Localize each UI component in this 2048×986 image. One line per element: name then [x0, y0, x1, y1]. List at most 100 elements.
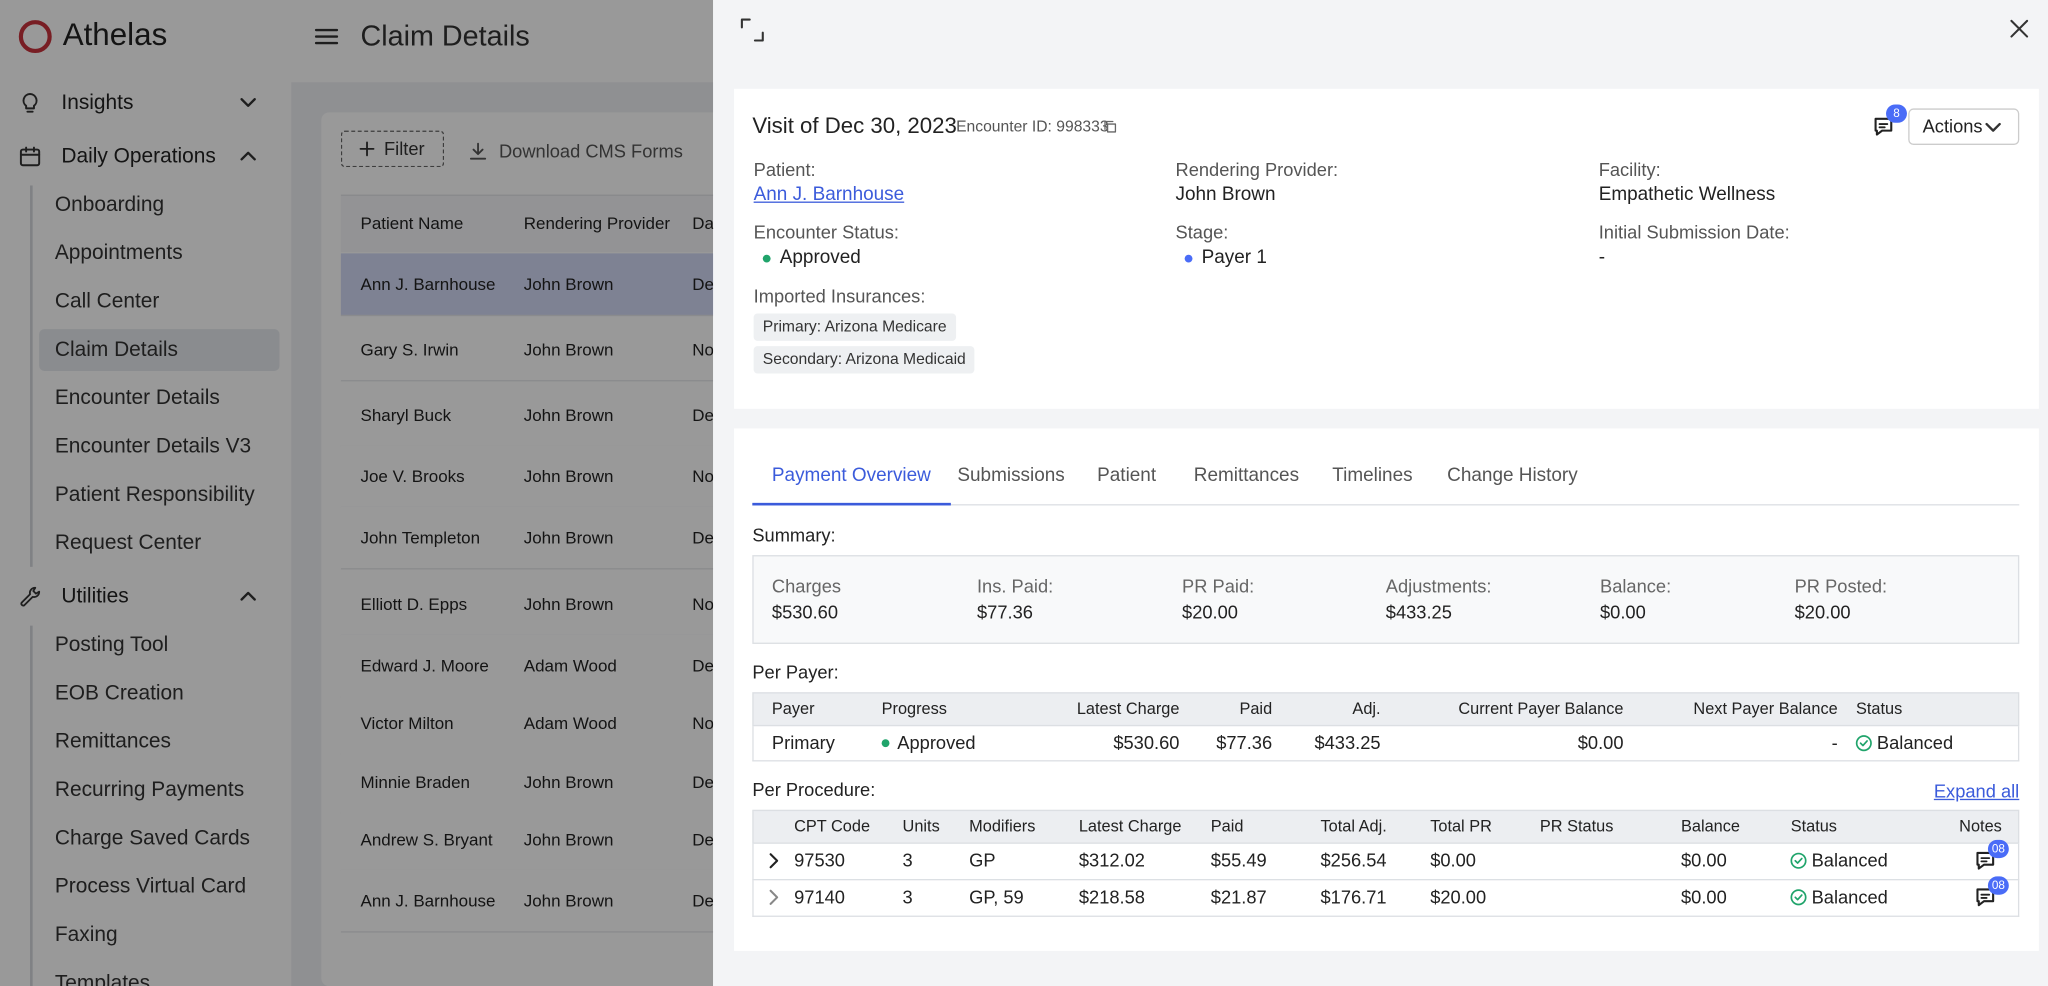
section-chevron[interactable]	[238, 93, 259, 114]
icon-part	[20, 586, 41, 607]
table-cell: $0.00	[1680, 849, 1727, 871]
logo-mark	[17, 18, 54, 55]
nav-item[interactable]: Remittances	[54, 730, 171, 753]
section-icon	[17, 90, 43, 116]
table-cell: John Templeton	[360, 527, 481, 548]
modal-overlay	[0, 0, 714, 986]
nav-item[interactable]: EOB Creation	[54, 682, 184, 705]
expand-all-link[interactable]: Expand all	[1933, 780, 2020, 802]
table-cell: Ann J. Barnhouse	[360, 274, 496, 295]
table-cell: Adam Wood	[523, 655, 617, 676]
field-label: Patient:	[753, 158, 816, 180]
nav-item[interactable]: Claim Details	[54, 338, 178, 362]
column-header: Notes	[1959, 816, 2002, 836]
nav-item[interactable]: Onboarding	[54, 193, 165, 217]
table-cell: Victor Milton	[360, 713, 454, 733]
table-header-bg	[340, 194, 733, 253]
table-row[interactable]	[340, 692, 733, 755]
table-row[interactable]	[340, 573, 733, 637]
table-cell: 97140	[794, 886, 845, 908]
table-cell: Minnie Braden	[360, 772, 470, 792]
icon-part	[469, 142, 487, 160]
table-row[interactable]	[340, 751, 733, 814]
nav-item[interactable]: Encounter Details	[54, 387, 220, 410]
copy-icon[interactable]	[1104, 120, 1117, 133]
download-icon	[469, 142, 487, 160]
section-chevron[interactable]	[238, 146, 259, 167]
section-chevron[interactable]	[238, 586, 259, 607]
menu-icon[interactable]	[313, 24, 339, 50]
procedure-row	[752, 880, 2020, 917]
icon-part	[240, 98, 256, 107]
notes-badge: 08	[1991, 841, 2005, 855]
actions-label: Actions	[1922, 115, 1983, 137]
expand-icon[interactable]	[739, 17, 765, 43]
icon-part	[359, 141, 375, 157]
notes-badge-bg	[1987, 839, 2009, 859]
column-header: Rendering Provider	[523, 213, 671, 233]
tab[interactable]: Submissions	[957, 465, 1065, 487]
column-header: Total Adj.	[1320, 816, 1387, 836]
tab-active[interactable]: Payment Overview	[771, 465, 931, 487]
tab[interactable]: Change History	[1447, 465, 1578, 487]
filter-button[interactable]	[340, 130, 445, 168]
summary-value: $20.00	[1794, 601, 1851, 623]
table-row[interactable]	[340, 318, 733, 382]
tab[interactable]: Remittances	[1193, 465, 1300, 487]
insurance-label: Primary: Arizona Medicare	[762, 317, 947, 336]
summary-label: Balance:	[1599, 575, 1672, 597]
nav-item[interactable]: Charge Saved Cards	[54, 827, 251, 850]
summary-label: PR Posted:	[1794, 575, 1888, 597]
icon-part	[2010, 19, 2029, 38]
table-cell: $0.00	[1680, 886, 1727, 908]
download-label[interactable]: Download CMS Forms	[498, 140, 683, 162]
notes-badge: 8	[1893, 106, 1900, 120]
nav-item[interactable]: Faxing	[54, 923, 118, 947]
table-cell: Balanced	[1811, 849, 1888, 871]
table-cell: John Brown	[523, 829, 614, 850]
nav-item[interactable]: Recurring Payments	[54, 778, 245, 802]
table-cell: John Brown	[523, 594, 614, 615]
table-row[interactable]	[340, 383, 733, 447]
patient-link[interactable]: Ann J. Barnhouse	[753, 184, 905, 206]
nav-section[interactable]: Insights	[61, 91, 134, 115]
status-dot	[762, 254, 771, 263]
insurance-label: Secondary: Arizona Medicaid	[762, 349, 966, 369]
notes-badge: 08	[1991, 878, 2005, 892]
check-icon	[1789, 888, 1807, 906]
table-cell: $433.25	[1314, 732, 1381, 754]
nav-item[interactable]: Encounter Details V3	[54, 435, 252, 458]
icon-part	[19, 148, 41, 167]
close-icon[interactable]	[2008, 17, 2032, 41]
row-expand-chevron[interactable]	[765, 852, 781, 870]
nav-section[interactable]: Utilities	[61, 585, 129, 608]
summary-value: $530.60	[771, 601, 839, 623]
nav-item[interactable]: Posting Tool	[54, 633, 169, 657]
actions-button[interactable]	[1908, 108, 2020, 145]
column-header: Status	[1790, 816, 1837, 836]
check-icon	[1789, 852, 1807, 870]
table-cell: Sharyl Buck	[360, 405, 452, 425]
field-value: -	[1598, 247, 1606, 269]
tab[interactable]: Patient	[1097, 465, 1157, 487]
nav-section[interactable]: Daily Operations	[61, 145, 216, 168]
nav-item[interactable]: Process Virtual Card	[54, 875, 247, 898]
nav-item[interactable]: Appointments	[54, 242, 183, 265]
filter-label[interactable]: Filter	[383, 137, 425, 159]
icon-part	[1790, 852, 1807, 869]
table-row[interactable]	[340, 506, 733, 570]
icon-part	[19, 146, 41, 167]
tab[interactable]: Timelines	[1332, 465, 1413, 487]
row-expand-chevron[interactable]	[765, 888, 781, 906]
nav-item[interactable]: Request Center	[54, 532, 202, 555]
table-row[interactable]	[340, 634, 733, 698]
selected-row[interactable]	[340, 253, 733, 317]
table-cell: Ann J. Barnhouse	[360, 891, 496, 911]
nav-item[interactable]: Patient Responsibility	[54, 483, 255, 506]
table-row[interactable]	[340, 869, 733, 933]
nav-item[interactable]: Call Center	[54, 290, 160, 313]
table-cell: Elliott D. Epps	[360, 594, 468, 615]
nav-item[interactable]: Templates	[54, 972, 151, 986]
